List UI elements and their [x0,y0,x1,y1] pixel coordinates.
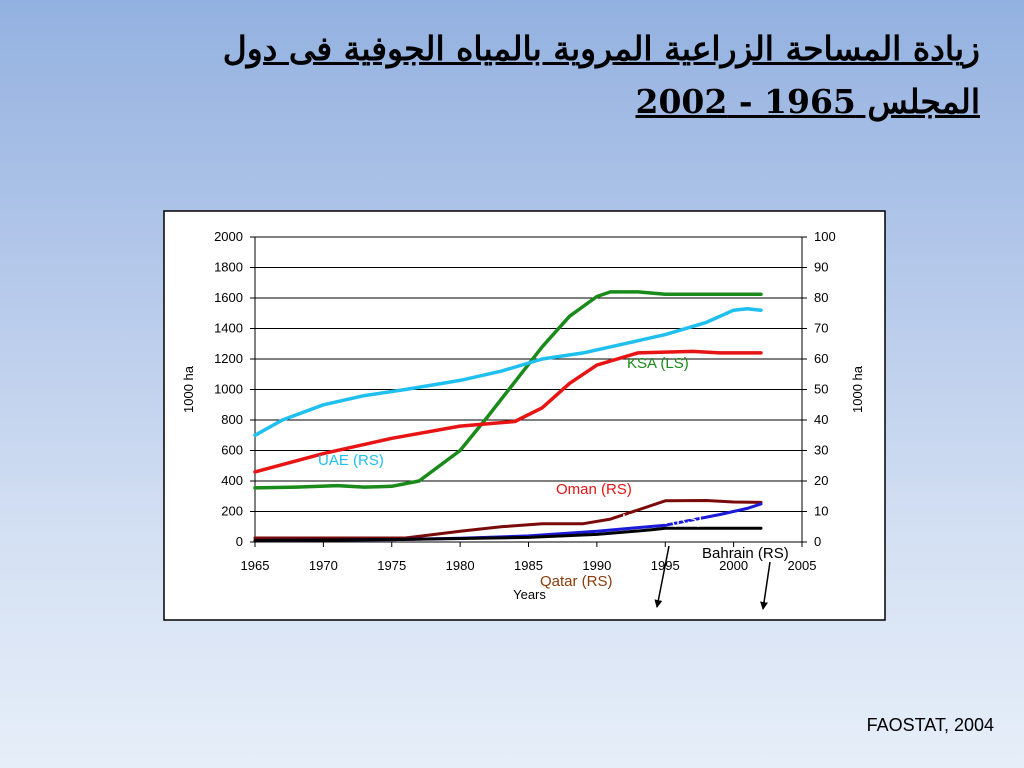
y-right-tick-label: 20 [814,473,828,488]
series-line-ksa-ls [253,290,763,490]
y-right-tick-label: 0 [814,534,821,549]
x-tick-label: 1970 [309,558,338,573]
y-left-tick-label: 1400 [214,321,243,336]
x-tick-label: 1965 [241,558,270,573]
title-line-1: زيادة المساحة الزراعية المروية بالمياه ا… [222,29,980,68]
label-oman-rs: Oman (RS) [556,481,632,498]
y-left-tick-label: 1200 [214,351,243,366]
y-right-tick-label: 30 [814,443,828,458]
y-right-tick-label: 100 [814,229,836,244]
series-line-qatar-rs [253,526,763,542]
pointer-arrows [654,545,771,610]
arrow-qatar [654,545,670,608]
x-tick-label: 1975 [377,558,406,573]
x-axis-title: Years [513,587,546,602]
x-tick-label: 1990 [582,558,611,573]
slide-title: زيادة المساحة الزراعية المروية بالمياه ا… [80,22,980,128]
label-ksa-ls: KSA (LS) [627,355,689,372]
x-tick-label: 2005 [788,558,817,573]
label-kuwait-rs: Kuwait (RS) [622,511,702,528]
y-left-tick-label: 800 [221,412,243,427]
label-qatar-rs: Qatar (RS) [540,573,613,590]
label-uae-rs: UAE (RS) [318,452,384,469]
y-right-tick-label: 80 [814,290,828,305]
series-labels: KSA (LS) UAE (RS) Oman (RS) Kuwait (RS)Bahr… [318,355,789,590]
y-left-tick-label: 200 [221,504,243,519]
series-line-uae-rs [253,306,763,438]
series-lines [253,290,763,542]
y-left-tick-label: 400 [221,473,243,488]
x-tick-label: 1985 [514,558,543,573]
y-right-tick-label: 90 [814,260,828,275]
y-left-axis-title: 1000 ha [181,365,196,413]
label-bahrain-rs: Bahrain (RS) [702,545,789,562]
y-right-tick-label: 50 [814,382,828,397]
y-left-tick-label: 1600 [214,290,243,305]
y-right-tick-label: 10 [814,504,828,519]
x-tick-label: 2000 [719,558,748,573]
y-right-axis-title: 1000 ha [850,365,865,413]
y-left-tick-label: 1000 [214,382,243,397]
y-left-tick-label: 0 [236,534,243,549]
y-right-tick-label: 60 [814,351,828,366]
x-tick-label: 1980 [446,558,475,573]
y-left-tick-label: 1800 [214,260,243,275]
title-line-2: المجلس 1965 - 2002 [635,82,981,121]
y-right-tick-label: 40 [814,412,828,427]
y-left-tick-label: 2000 [214,229,243,244]
source-citation: FAOSTAT, 2004 [866,715,994,735]
series-line-oman-rs [253,349,763,474]
y-left-tick-label: 600 [221,443,243,458]
y-right-tick-label: 70 [814,321,828,336]
axes: 0 200 400 600 800 1000 1200 1400 1600 1800 2000 0 10… [181,229,865,602]
arrow-bahrain [760,561,771,610]
